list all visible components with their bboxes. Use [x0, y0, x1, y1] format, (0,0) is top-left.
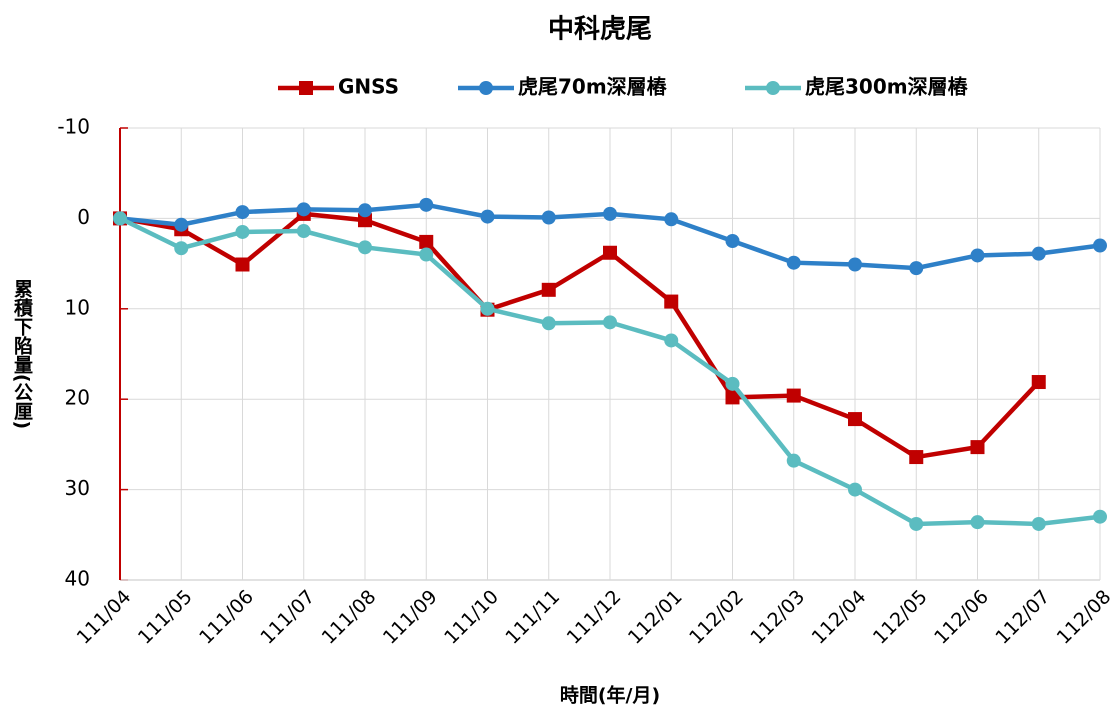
x-tick-label: 112/02	[685, 586, 748, 649]
data-point	[603, 245, 617, 260]
legend-marker	[299, 81, 313, 95]
y-axis-label: 累積下陷量(公厘)	[11, 279, 33, 430]
data-point	[909, 450, 924, 465]
data-point	[296, 224, 311, 239]
x-tick-label: 111/06	[195, 586, 258, 649]
legend-marker	[766, 81, 780, 95]
data-point	[296, 202, 311, 217]
data-point	[664, 333, 679, 348]
data-point	[480, 301, 495, 316]
data-point	[358, 203, 372, 218]
data-point	[358, 213, 372, 228]
data-point	[541, 282, 556, 297]
data-point	[1093, 238, 1107, 253]
data-point	[174, 217, 189, 232]
data-point	[725, 376, 740, 391]
data-point	[848, 412, 862, 427]
data-point	[1031, 375, 1046, 390]
x-tick-label: 111/08	[318, 586, 381, 649]
data-point	[1031, 246, 1046, 261]
y-tick-label: 10	[65, 295, 90, 319]
data-point	[419, 197, 434, 212]
y-tick-label: 0	[77, 205, 90, 229]
data-point	[480, 209, 495, 224]
x-tick-label: 111/04	[73, 586, 136, 649]
data-point	[419, 234, 434, 249]
data-point	[419, 247, 434, 262]
y-tick-label: 30	[65, 476, 90, 500]
data-point	[970, 515, 985, 530]
data-point	[603, 315, 617, 330]
y-tick-label: -10	[57, 115, 90, 139]
x-axis-label: 時間(年/月)	[560, 684, 660, 707]
legend-label: 虎尾70m深層樁	[518, 75, 668, 99]
x-tick-label: 112/04	[808, 586, 871, 649]
data-point	[1093, 509, 1107, 524]
x-tick-label: 112/01	[624, 586, 687, 649]
x-tick-label: 111/12	[563, 586, 626, 649]
data-point	[358, 240, 372, 255]
data-point	[970, 248, 985, 263]
data-point	[1031, 516, 1046, 531]
chart-title: 中科虎尾	[548, 15, 652, 45]
x-tick-label: 112/08	[1053, 586, 1112, 649]
data-point	[909, 261, 924, 276]
x-tick-label: 111/11	[501, 586, 564, 649]
data-point	[664, 212, 679, 227]
legend-marker	[479, 81, 493, 95]
data-point	[725, 390, 740, 405]
data-point	[541, 316, 556, 331]
data-point	[235, 224, 250, 239]
legend-label: GNSS	[338, 75, 399, 99]
data-point	[603, 206, 617, 221]
x-tick-label: 111/07	[256, 586, 319, 649]
data-point	[541, 210, 556, 225]
data-point	[786, 255, 801, 270]
data-point	[786, 453, 801, 468]
x-tick-label: 112/06	[930, 586, 993, 649]
data-point	[909, 516, 924, 531]
y-tick-label: 40	[65, 567, 90, 591]
series-line	[119, 211, 1041, 460]
x-tick-label: 112/03	[746, 586, 809, 649]
data-point	[970, 440, 985, 455]
data-point	[725, 234, 740, 248]
x-tick-label: 111/05	[134, 586, 197, 649]
y-tick-label: 20	[65, 386, 90, 410]
data-point	[848, 257, 862, 272]
data-point	[174, 241, 189, 256]
data-point	[664, 294, 679, 309]
data-point	[235, 257, 250, 272]
data-point	[786, 388, 801, 403]
x-tick-label: 112/07	[991, 586, 1054, 649]
data-point	[235, 205, 250, 220]
x-tick-label: 111/09	[379, 586, 442, 649]
legend-label: 虎尾300m深層樁	[805, 75, 969, 99]
data-point	[113, 211, 127, 226]
x-tick-label: 112/05	[869, 586, 932, 649]
data-point	[848, 482, 862, 497]
x-tick-label: 111/10	[440, 586, 503, 649]
